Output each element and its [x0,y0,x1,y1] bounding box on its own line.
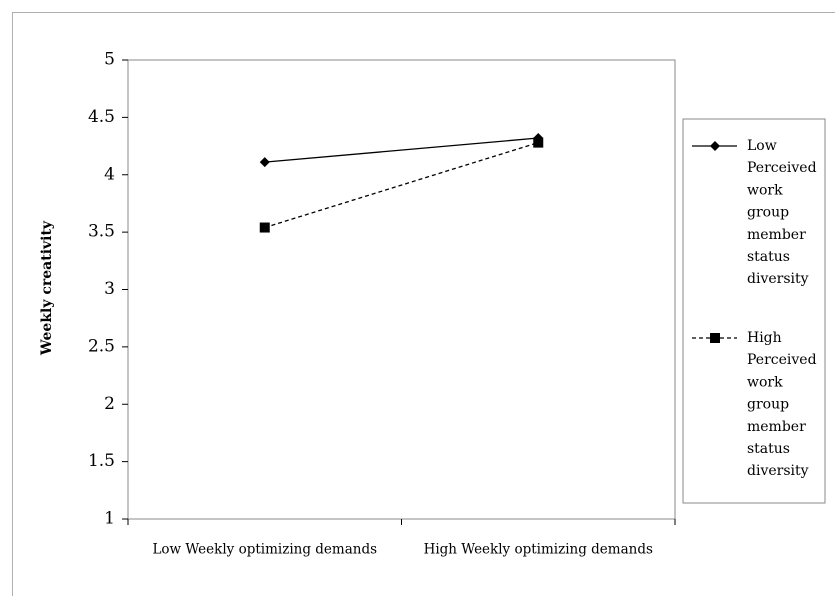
legend-label-line: Perceived [747,160,817,176]
legend-label-line: status [747,249,790,265]
legend-label-line: work [747,374,783,390]
y-tick-label: 4.5 [88,107,115,127]
legend-label-line: diversity [747,463,809,479]
series-line-0 [264,137,539,163]
y-tick-label: 1 [104,509,115,529]
x-category-label: High Weekly optimizing demands [424,542,653,558]
legend-label-line: diversity [747,271,809,287]
legend-label-line: Low [747,138,777,154]
legend-label-line: Perceived [747,352,817,368]
legend-label-line: status [747,441,790,457]
legend-swatch-marker-0 [710,141,720,151]
legend-label-line: work [747,182,783,198]
y-tick-label: 5 [104,50,115,70]
y-tick-label: 2 [104,394,115,414]
legend-label-line: group [747,397,789,413]
series-1-point-0 [259,222,270,233]
legend-swatch-marker-1 [710,333,720,343]
series-line-1 [264,141,539,229]
legend: Low Perceived work group member status diversi… [682,118,826,504]
y-tick-label: 2.5 [88,336,115,356]
legend-label-line: High [747,330,782,346]
y-tick-label: 3 [104,279,115,299]
plot-area: 1 1.5 2 2.5 3 3.5 4 4.5 5 Low Weekly optimizing d… [88,50,676,558]
legend-box [682,118,826,504]
chart-area [12,12,835,596]
legend-label-line: member [747,419,806,435]
legend-label-line: group [747,205,789,221]
x-category-label: Low Weekly optimizing demands [152,542,377,558]
y-tick-label: 4 [104,164,115,184]
series-0-point-0 [259,157,270,168]
y-tick-label: 1.5 [88,451,115,471]
plot-frame [127,59,676,520]
y-tick-label: 3.5 [88,222,115,242]
legend-label-line: member [747,227,806,243]
y-axis-title: Weekly creativity [39,220,55,356]
series-1-point-1 [533,137,544,148]
